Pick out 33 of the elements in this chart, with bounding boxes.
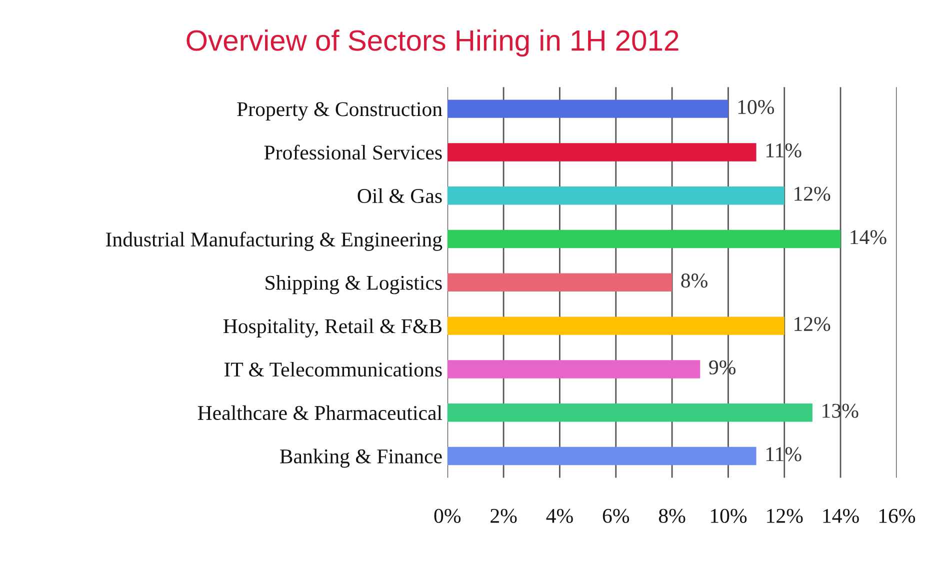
y-tick-label: Hospitality, Retail & F&B: [223, 318, 442, 338]
bar: [447, 316, 784, 335]
x-tick-label: 6%: [602, 508, 630, 523]
y-tick-label: Professional Services: [264, 144, 442, 160]
data-label: 14%: [850, 230, 886, 244]
y-tick-label: Healthcare & Pharmaceutical: [198, 405, 442, 420]
bar: [447, 230, 841, 248]
x-tick-label: 0%: [434, 508, 461, 523]
y-tick-label: IT & Telecommunications: [224, 362, 442, 377]
bar: [447, 100, 728, 118]
bar: [447, 273, 672, 292]
chart-title: Overview of Sectors Hiring in 1H 2012: [186, 29, 678, 57]
x-tick-label: 16%: [879, 508, 916, 523]
y-tick-label: Shipping & Logistics: [266, 275, 442, 294]
y-tick-label: Property & Construction: [237, 102, 442, 121]
x-tick-label: 4%: [546, 508, 573, 523]
data-label: 12%: [794, 186, 830, 201]
x-tick-label: 14%: [823, 508, 859, 523]
x-tick-label: 8%: [658, 508, 686, 523]
data-label: 8%: [681, 274, 708, 288]
bar: [447, 403, 812, 422]
y-tick-label: Banking & Finance: [280, 448, 442, 468]
x-tick-label: 2%: [490, 508, 517, 523]
bar: [447, 446, 756, 466]
data-label: 10%: [738, 100, 774, 114]
data-label: 12%: [794, 316, 830, 332]
x-tick-label: 12%: [767, 508, 803, 523]
bar: [447, 360, 700, 378]
bar: [447, 186, 784, 205]
bar: [447, 143, 756, 162]
y-tick-label: Oil & Gas: [358, 188, 442, 204]
y-tick-label: Industrial Manufacturing & Engineering: [106, 232, 442, 251]
x-tick-label: 10%: [710, 508, 747, 523]
